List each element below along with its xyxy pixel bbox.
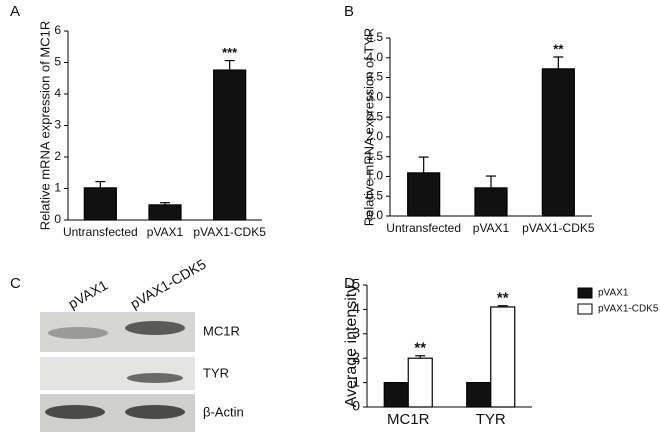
bar (148, 204, 182, 221)
blot-band (127, 373, 183, 383)
y-axis-label: Relative mRNA expression of TYR (361, 28, 376, 226)
y-tick-label: 4 (352, 300, 360, 316)
y-tick-label: 3.0 (366, 90, 383, 104)
y-tick-label: 2.0 (366, 129, 383, 143)
y-tick-label: 1.0 (366, 169, 383, 183)
y-axis-label: Average intensity (343, 285, 360, 407)
y-axis-label: Relative mRNA expression of MC1R (37, 21, 52, 231)
significance: ** (497, 290, 509, 307)
row-label: MC1R (203, 323, 240, 338)
bar (407, 357, 433, 408)
x-tick-label: pVAX1-CDK5 (193, 225, 266, 239)
row-label: TYR (203, 365, 229, 380)
y-tick-label: 6 (54, 23, 61, 37)
blot-band (48, 327, 108, 339)
y-tick-label: 4 (54, 86, 61, 100)
panel-label: B (344, 3, 354, 20)
blot-band (125, 405, 185, 419)
significance: *** (222, 45, 238, 60)
y-tick-label: 3.5 (366, 70, 383, 84)
y-tick-label: 1 (54, 181, 61, 195)
x-tick-label: Untransfected (63, 225, 138, 239)
bar (466, 382, 492, 408)
y-tick-label: 1 (352, 373, 360, 389)
bar (213, 69, 247, 221)
blot: pVAX1 pVAX1-CDK5 MC1R TYR β-Actin (40, 256, 244, 432)
bar (474, 187, 508, 217)
y-tick-label: 5 (54, 55, 61, 69)
x-tick-label: pVAX1 (147, 225, 184, 239)
x-tick-label: MC1R (387, 411, 430, 428)
significance: ** (414, 340, 426, 357)
x-tick-label: pVAX1 (473, 221, 510, 235)
bar (541, 68, 575, 217)
y-tick-label: 0 (54, 212, 61, 226)
panel-label: C (10, 275, 21, 292)
y-tick-label: 0 (352, 398, 360, 414)
y-tick-label: 2 (352, 349, 360, 365)
x-tick-label: TYR (476, 411, 506, 428)
significance: ** (553, 41, 564, 56)
lane-label: pVAX1-CDK5 (127, 256, 208, 312)
panel-label: A (10, 3, 20, 20)
blot-band (125, 321, 185, 335)
y-tick-label: 3 (54, 118, 61, 132)
y-tick-label: 0.5 (366, 188, 383, 202)
x-tick-label: Untransfected (386, 221, 461, 235)
bar (490, 306, 516, 408)
y-tick-label: 4.0 (366, 50, 383, 64)
legend-label: pVAX1 (598, 288, 629, 299)
legend-swatch (577, 303, 593, 315)
legend-swatch (577, 287, 593, 299)
y-tick-label: 4.5 (366, 30, 383, 44)
y-tick-label: 0.0 (366, 208, 383, 222)
y-tick-label: 3 (352, 325, 360, 341)
y-tick-label: 5 (352, 276, 360, 292)
y-tick-label: 2 (54, 149, 61, 163)
panel-label: D (344, 275, 355, 292)
row-label: β-Actin (203, 404, 244, 419)
legend-label: pVAX1-CDK5 (598, 304, 659, 315)
blot-band (45, 405, 105, 419)
blot-strip (40, 357, 195, 390)
y-tick-label: 1.5 (366, 149, 383, 163)
bar (407, 172, 441, 217)
bar (83, 187, 117, 221)
lane-label: pVAX1 (65, 277, 110, 312)
y-tick-label: 2.5 (366, 109, 383, 123)
x-tick-label: pVAX1-CDK5 (522, 221, 595, 235)
bar (383, 382, 409, 408)
